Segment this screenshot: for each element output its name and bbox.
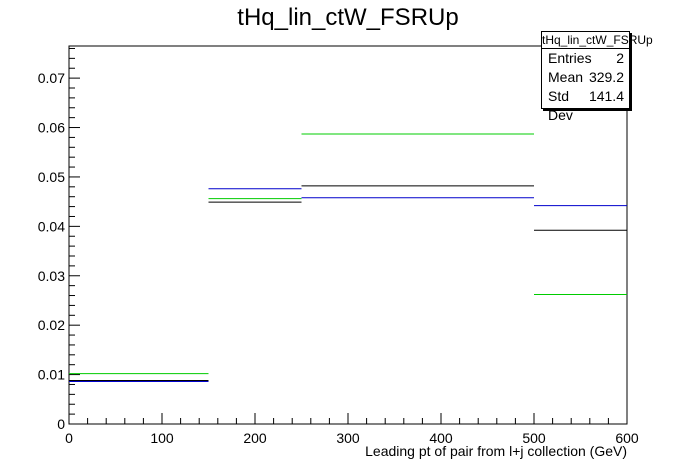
stats-row-entries: Entries 2	[542, 49, 629, 68]
y-tick-label: 0.05	[38, 169, 65, 185]
y-tick-label: 0.06	[38, 120, 65, 136]
x-tick-label: 400	[429, 430, 453, 446]
x-axis-label: Leading pt of pair from l+j collection (…	[365, 443, 627, 459]
series-1	[69, 188, 627, 383]
x-tick-label: 100	[150, 430, 174, 446]
y-tick-label: 0.03	[38, 268, 65, 284]
chart-title: tHq_lin_ctW_FSRUp	[237, 4, 459, 31]
stats-label: Mean	[548, 69, 584, 85]
axes: 0 100 200 300 400 500 600 0 0.01 0.02 0.03 0.04 0.05…	[38, 45, 639, 459]
series-group	[69, 133, 627, 383]
y-tick-label: 0.02	[38, 317, 65, 333]
x-tick-label: 600	[615, 430, 639, 446]
y-tick-label: 0	[57, 416, 65, 432]
stats-label: Entries	[548, 50, 592, 66]
y-tick-label: 0.01	[38, 367, 65, 383]
stats-value: 141.4	[588, 88, 624, 104]
x-tick-label: 500	[522, 430, 546, 446]
stats-row-stddev: Std Dev 141.4	[542, 87, 629, 123]
x-tick-label: 0	[65, 430, 73, 446]
stats-row-mean: Mean 329.2	[542, 68, 629, 87]
stats-value: 329.2	[588, 69, 624, 85]
series-2	[69, 133, 627, 375]
series-0	[69, 185, 627, 382]
stats-label: Std Dev	[548, 88, 573, 123]
y-tick-label: 0.07	[38, 70, 65, 86]
x-tick-label: 300	[336, 430, 360, 446]
stats-box: tHq_lin_ctW_FSRUp Entries 2 Mean 329.2 S…	[541, 31, 653, 123]
y-tick-label: 0.04	[38, 218, 65, 234]
stats-box-title: tHq_lin_ctW_FSRUp	[542, 33, 653, 49]
x-tick-label: 200	[243, 430, 267, 446]
stats-value: 2	[616, 50, 624, 66]
